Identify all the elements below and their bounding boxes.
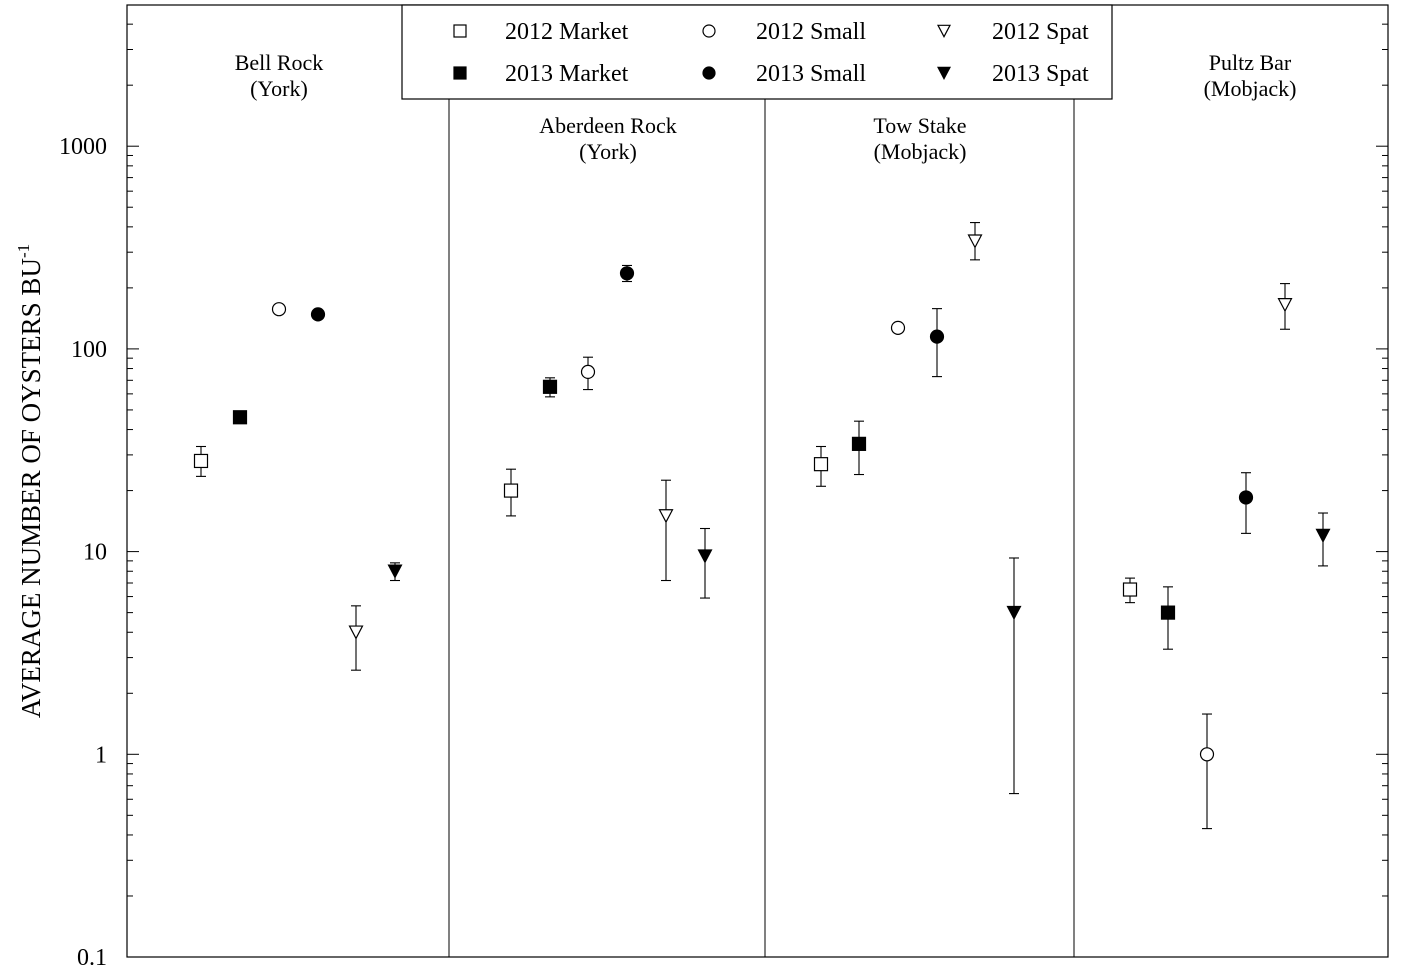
legend-marker bbox=[937, 66, 951, 80]
data-point bbox=[271, 302, 287, 317]
data-point bbox=[1006, 605, 1022, 621]
site-region-label: (Mobjack) bbox=[874, 139, 967, 164]
y-tick-label: 0.1 bbox=[77, 945, 107, 971]
site-region-label: (York) bbox=[250, 76, 308, 101]
data-point bbox=[890, 320, 906, 335]
data-point bbox=[542, 379, 558, 394]
site-name-label: Tow Stake bbox=[873, 113, 966, 138]
data-point bbox=[232, 410, 248, 425]
data-point bbox=[348, 625, 364, 640]
legend-marker bbox=[702, 24, 716, 38]
y-axis-title-superscript: -1 bbox=[14, 244, 33, 258]
data-point bbox=[619, 266, 635, 281]
data-point bbox=[697, 549, 713, 564]
data-point bbox=[193, 453, 209, 469]
data-point bbox=[387, 564, 403, 579]
series-2012-spat bbox=[348, 222, 1293, 671]
data-point bbox=[929, 329, 945, 344]
series-2013-spat bbox=[387, 512, 1331, 795]
legend-marker bbox=[453, 24, 467, 38]
series-2013-market bbox=[232, 377, 1176, 650]
y-axis-title: AVERAGE NUMBER OF OYSTERS BU-1 bbox=[14, 244, 46, 718]
site-name-label: Aberdeen Rock bbox=[539, 113, 676, 138]
site-region-label: (York) bbox=[579, 139, 637, 164]
y-tick-label: 1 bbox=[95, 742, 107, 768]
data-point bbox=[1315, 528, 1331, 544]
data-point bbox=[658, 509, 674, 524]
legend-marker bbox=[453, 66, 467, 80]
data-point bbox=[580, 364, 596, 380]
legend-box bbox=[401, 4, 1113, 100]
y-tick-label: 100 bbox=[71, 337, 107, 363]
series-2013-small bbox=[310, 264, 1254, 534]
legend-label: 2013 Spat bbox=[992, 61, 1089, 87]
data-point bbox=[1199, 747, 1215, 762]
site-name-label: Bell Rock bbox=[235, 50, 324, 75]
series-2012-small bbox=[271, 302, 1215, 830]
y-tick-label: 1000 bbox=[59, 134, 107, 160]
legend-label: 2013 Market bbox=[505, 61, 629, 87]
data-point bbox=[1160, 605, 1176, 620]
legend: 2012 Market 2012 Small 2012 Spat 2013 Marke… bbox=[401, 4, 1113, 100]
data-point bbox=[1277, 298, 1293, 313]
y-axis-title-text: AVERAGE NUMBER OF OYSTERS BU bbox=[16, 258, 46, 718]
data-point bbox=[310, 307, 326, 322]
legend-marker bbox=[702, 66, 716, 80]
site-name-label: Pultz Bar bbox=[1209, 50, 1292, 75]
data-point bbox=[1122, 582, 1138, 597]
data-point bbox=[503, 483, 519, 498]
plot-frame bbox=[126, 4, 1389, 958]
data-point bbox=[813, 457, 829, 472]
legend-label: 2012 Small bbox=[756, 19, 866, 45]
site-region-label: (Mobjack) bbox=[1204, 76, 1297, 101]
data-point bbox=[851, 436, 867, 451]
series-2012-market bbox=[193, 445, 1138, 604]
legend-label: 2013 Small bbox=[756, 61, 866, 87]
data-point bbox=[967, 234, 983, 249]
legend-label: 2012 Market bbox=[505, 19, 629, 45]
data-point bbox=[1238, 490, 1254, 505]
legend-marker bbox=[937, 24, 951, 38]
y-tick-label: 10 bbox=[83, 540, 107, 566]
legend-label: 2012 Spat bbox=[992, 19, 1089, 45]
